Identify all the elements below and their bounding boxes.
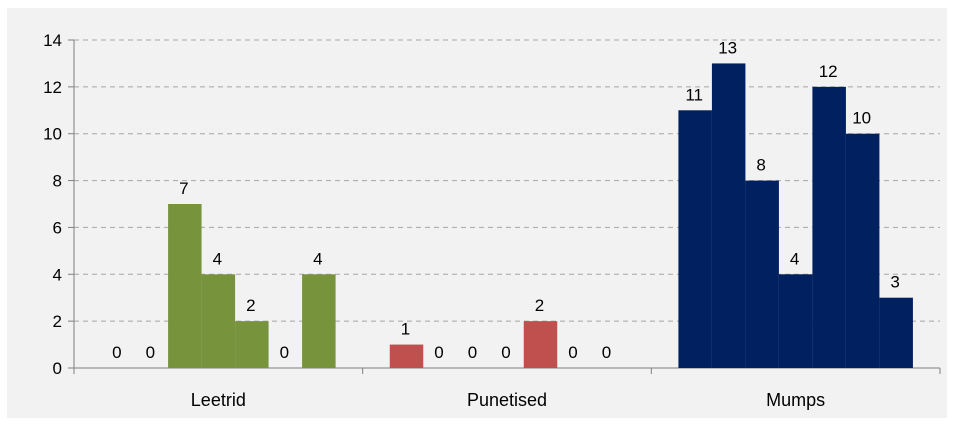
- data-label: 4: [213, 249, 222, 268]
- data-label: 0: [434, 343, 443, 362]
- bar-leetrid-3: [168, 204, 202, 368]
- data-label: 0: [146, 343, 155, 362]
- data-label: 7: [179, 179, 188, 198]
- data-label: 4: [313, 249, 322, 268]
- bar-mumps-6: [845, 133, 880, 368]
- data-label: 3: [890, 273, 899, 292]
- data-label: 0: [468, 343, 477, 362]
- bar-mumps-7: [879, 297, 913, 368]
- bar-mumps-3: [745, 180, 779, 368]
- bar-leetrid-7: [302, 274, 336, 368]
- data-label: 4: [790, 249, 799, 268]
- bar-mumps-2: [711, 63, 746, 369]
- y-tick-label: 8: [53, 172, 62, 191]
- bar-punetised-1: [389, 344, 424, 368]
- data-label: 12: [819, 62, 838, 81]
- data-label: 11: [685, 85, 703, 104]
- data-label: 10: [852, 109, 871, 128]
- data-label: 1: [401, 320, 410, 339]
- y-tick-label: 12: [43, 78, 62, 97]
- data-label: 0: [602, 343, 611, 362]
- y-tick-label: 14: [43, 31, 62, 50]
- x-category-label: Leetrid: [191, 390, 246, 410]
- bar-mumps-5: [812, 86, 846, 368]
- data-label: 2: [535, 296, 544, 315]
- x-category-label: Mumps: [766, 390, 825, 410]
- x-category-label: Punetised: [467, 390, 547, 410]
- data-label: 0: [501, 343, 510, 362]
- data-label: 13: [718, 38, 737, 57]
- data-label: 2: [246, 296, 255, 315]
- y-tick-label: 6: [53, 218, 62, 237]
- y-tick-label: 10: [43, 125, 62, 144]
- data-label: 0: [568, 343, 577, 362]
- bar-leetrid-4: [201, 274, 236, 368]
- y-tick-label: 0: [53, 359, 62, 378]
- data-label: 0: [280, 343, 289, 362]
- bar-mumps-1: [678, 110, 712, 369]
- bar-leetrid-5: [235, 321, 269, 368]
- data-label: 0: [112, 343, 121, 362]
- data-label: 8: [756, 156, 765, 175]
- y-tick-label: 4: [53, 265, 62, 284]
- y-tick-label: 2: [53, 312, 62, 331]
- bar-punetised-5: [523, 321, 558, 368]
- bar-mumps-4: [778, 274, 813, 368]
